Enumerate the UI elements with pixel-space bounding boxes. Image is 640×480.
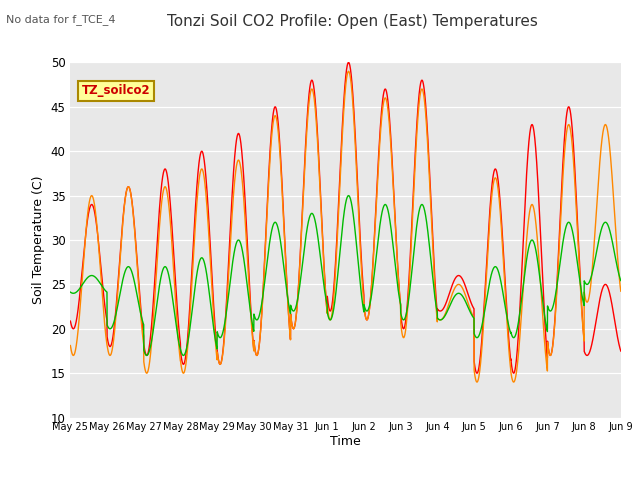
-8cm [166,276,173,281]
Text: TZ_soilco2: TZ_soilco2 [81,84,150,97]
-4cm [67,343,74,348]
-2cm [166,190,173,195]
-8cm [67,289,74,295]
Line: -8cm: -8cm [70,196,621,355]
-8cm [469,314,477,320]
-2cm [345,60,353,65]
-4cm [617,288,625,294]
-4cm [510,379,518,385]
-2cm [325,305,333,311]
-2cm [469,304,477,310]
-8cm [616,276,624,282]
-4cm [166,207,173,213]
-2cm [500,263,508,269]
-2cm [510,370,518,376]
Text: No data for f_TCE_4: No data for f_TCE_4 [6,14,116,25]
-8cm [143,352,150,358]
-8cm [325,316,333,322]
-8cm [345,193,353,199]
Line: -4cm: -4cm [70,72,621,382]
-2cm [438,307,446,312]
-2cm [67,318,74,324]
-4cm [438,316,446,322]
Y-axis label: Soil Temperature (C): Soil Temperature (C) [32,176,45,304]
-8cm [439,316,447,322]
-4cm [345,69,353,74]
-4cm [469,313,477,319]
-4cm [616,284,624,290]
-4cm [325,314,333,320]
Legend: -2cm, -4cm, -8cm: -2cm, -4cm, -8cm [212,477,479,480]
-2cm [616,347,624,352]
Text: Tonzi Soil CO2 Profile: Open (East) Temperatures: Tonzi Soil CO2 Profile: Open (East) Temp… [166,14,538,29]
X-axis label: Time: Time [330,435,361,448]
-8cm [617,277,625,283]
-4cm [500,272,508,278]
-2cm [617,348,625,354]
-8cm [500,298,508,304]
Line: -2cm: -2cm [70,62,621,373]
